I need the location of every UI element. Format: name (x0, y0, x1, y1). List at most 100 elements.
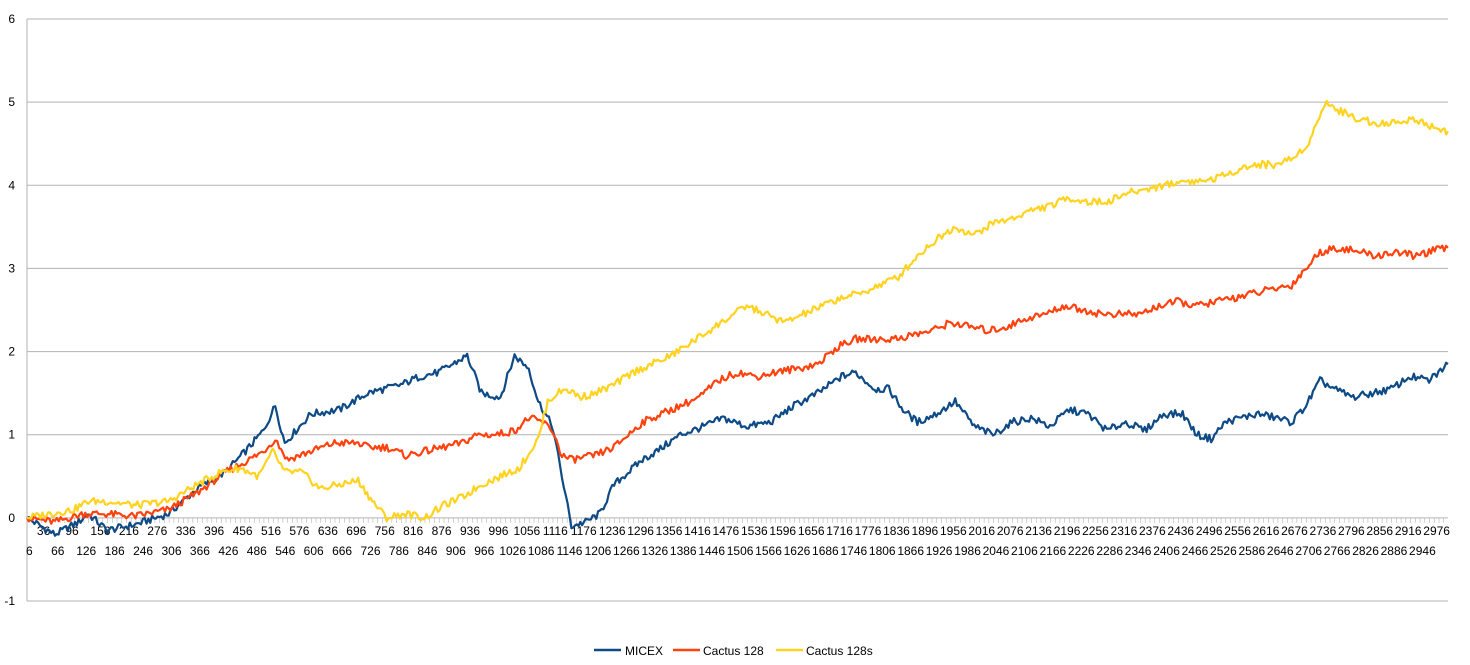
x-tick-label: 1026 (499, 544, 526, 558)
x-tick-label: 336 (176, 524, 196, 538)
x-tick-label: 2646 (1267, 544, 1294, 558)
x-tick-label: 1116 (543, 524, 568, 538)
x-tick-label: 2856 (1366, 524, 1393, 538)
series-line-micex (26, 352, 1449, 537)
x-tick-label: 2076 (997, 524, 1024, 538)
x-tick-label: 1386 (670, 544, 697, 558)
y-tick-label: 4 (8, 178, 15, 192)
x-tick-label: 606 (304, 544, 324, 558)
series-line-cactus-128 (26, 244, 1449, 525)
x-tick-label: 2916 (1395, 524, 1422, 538)
x-tick-label: 126 (76, 544, 96, 558)
x-tick-label: 2346 (1125, 544, 1152, 558)
x-tick-label: 546 (275, 544, 295, 558)
y-tick-label: 3 (8, 261, 15, 275)
x-tick-label: 1656 (798, 524, 825, 538)
x-tick-label: 2676 (1281, 524, 1308, 538)
x-tick-label: 1596 (769, 524, 796, 538)
x-tick-label: 2016 (968, 524, 995, 538)
x-tick-label: 996 (488, 524, 508, 538)
x-tick-label: 2496 (1196, 524, 1223, 538)
x-tick-label: 2106 (1011, 544, 1038, 558)
y-tick-label: 0 (8, 511, 15, 525)
y-tick-label: 5 (8, 95, 15, 109)
x-tick-label: 1206 (585, 544, 612, 558)
x-tick-label: 456 (233, 524, 253, 538)
x-tick-label: 2136 (1025, 524, 1052, 538)
x-tick-label: 1266 (613, 544, 640, 558)
x-tick-label: 36 (37, 524, 51, 538)
legend-label: MICEX (625, 644, 663, 658)
y-tick-label: -1 (4, 594, 15, 608)
x-tick-label: 2766 (1324, 544, 1351, 558)
x-tick-label: 1686 (812, 544, 839, 558)
x-tick-label: 876 (432, 524, 452, 538)
x-tick-label: 2466 (1182, 544, 1209, 558)
x-tick-label: 2286 (1096, 544, 1123, 558)
x-tick-marks (26, 517, 1445, 523)
x-tick-label: 1536 (741, 524, 768, 538)
x-tick-label: 2376 (1139, 524, 1166, 538)
x-tick-label: 936 (460, 524, 480, 538)
x-tick-label: 1896 (912, 524, 939, 538)
x-tick-label: 816 (403, 524, 423, 538)
x-tick-label: 2166 (1039, 544, 1066, 558)
x-tick-label: 2526 (1210, 544, 1237, 558)
x-tick-label: 306 (162, 544, 182, 558)
y-tick-label: 1 (8, 428, 15, 442)
x-tick-label: 1566 (755, 544, 782, 558)
x-tick-label: 276 (147, 524, 167, 538)
x-tick-label: 1866 (897, 544, 924, 558)
x-tick-label: 1146 (557, 544, 583, 558)
x-tick-label: 396 (204, 524, 224, 538)
x-tick-label: 1956 (940, 524, 967, 538)
x-tick-label: 2616 (1253, 524, 1280, 538)
x-tick-label: 1506 (727, 544, 754, 558)
x-tick-label: 1056 (514, 524, 541, 538)
x-tick-label: 756 (375, 524, 395, 538)
x-tick-label: 2886 (1381, 544, 1408, 558)
x-tick-label: 1626 (784, 544, 811, 558)
x-tick-label: 636 (318, 524, 338, 538)
x-tick-label: 666 (332, 544, 352, 558)
x-tick-label: 1236 (599, 524, 626, 538)
series-line-cactus-128s (26, 99, 1449, 523)
x-tick-label: 2706 (1295, 544, 1322, 558)
legend-label: Cactus 128s (806, 644, 873, 658)
x-tick-label: 2196 (1054, 524, 1081, 538)
x-tick-label: 486 (247, 544, 267, 558)
y-tick-label: 2 (8, 345, 15, 359)
x-tick-label: 2736 (1310, 524, 1337, 538)
x-tick-label: 726 (361, 544, 381, 558)
x-tick-label: 1326 (641, 544, 668, 558)
x-tick-label: 2796 (1338, 524, 1365, 538)
x-tick-label: 516 (261, 524, 281, 538)
x-tick-label: 576 (289, 524, 309, 538)
x-tick-label: 1926 (926, 544, 953, 558)
x-tick-label: 1416 (684, 524, 711, 538)
x-tick-label: 66 (51, 544, 65, 558)
x-tick-label: 1746 (840, 544, 867, 558)
x-tick-label: 1776 (855, 524, 882, 538)
x-tick-label: 246 (133, 544, 153, 558)
x-tick-label: 2406 (1153, 544, 1180, 558)
x-tick-label: 366 (190, 544, 210, 558)
x-tick-label: 2226 (1068, 544, 1095, 558)
x-tick-label: 1356 (656, 524, 683, 538)
x-tick-label: 1476 (713, 524, 740, 538)
x-tick-label: 2046 (983, 544, 1010, 558)
x-tick-label: 426 (218, 544, 238, 558)
y-tick-label: 6 (8, 12, 15, 26)
x-tick-label: 186 (105, 544, 125, 558)
x-tick-label: 2586 (1238, 544, 1265, 558)
x-tick-label: 2256 (1082, 524, 1109, 538)
x-tick-label: 1446 (698, 544, 725, 558)
x-tick-label: 786 (389, 544, 409, 558)
x-tick-label: 6 (26, 544, 33, 558)
x-tick-label: 1176 (571, 524, 597, 538)
x-tick-label: 2316 (1111, 524, 1138, 538)
x-tick-label: 1296 (627, 524, 654, 538)
x-tick-label: 1836 (883, 524, 910, 538)
